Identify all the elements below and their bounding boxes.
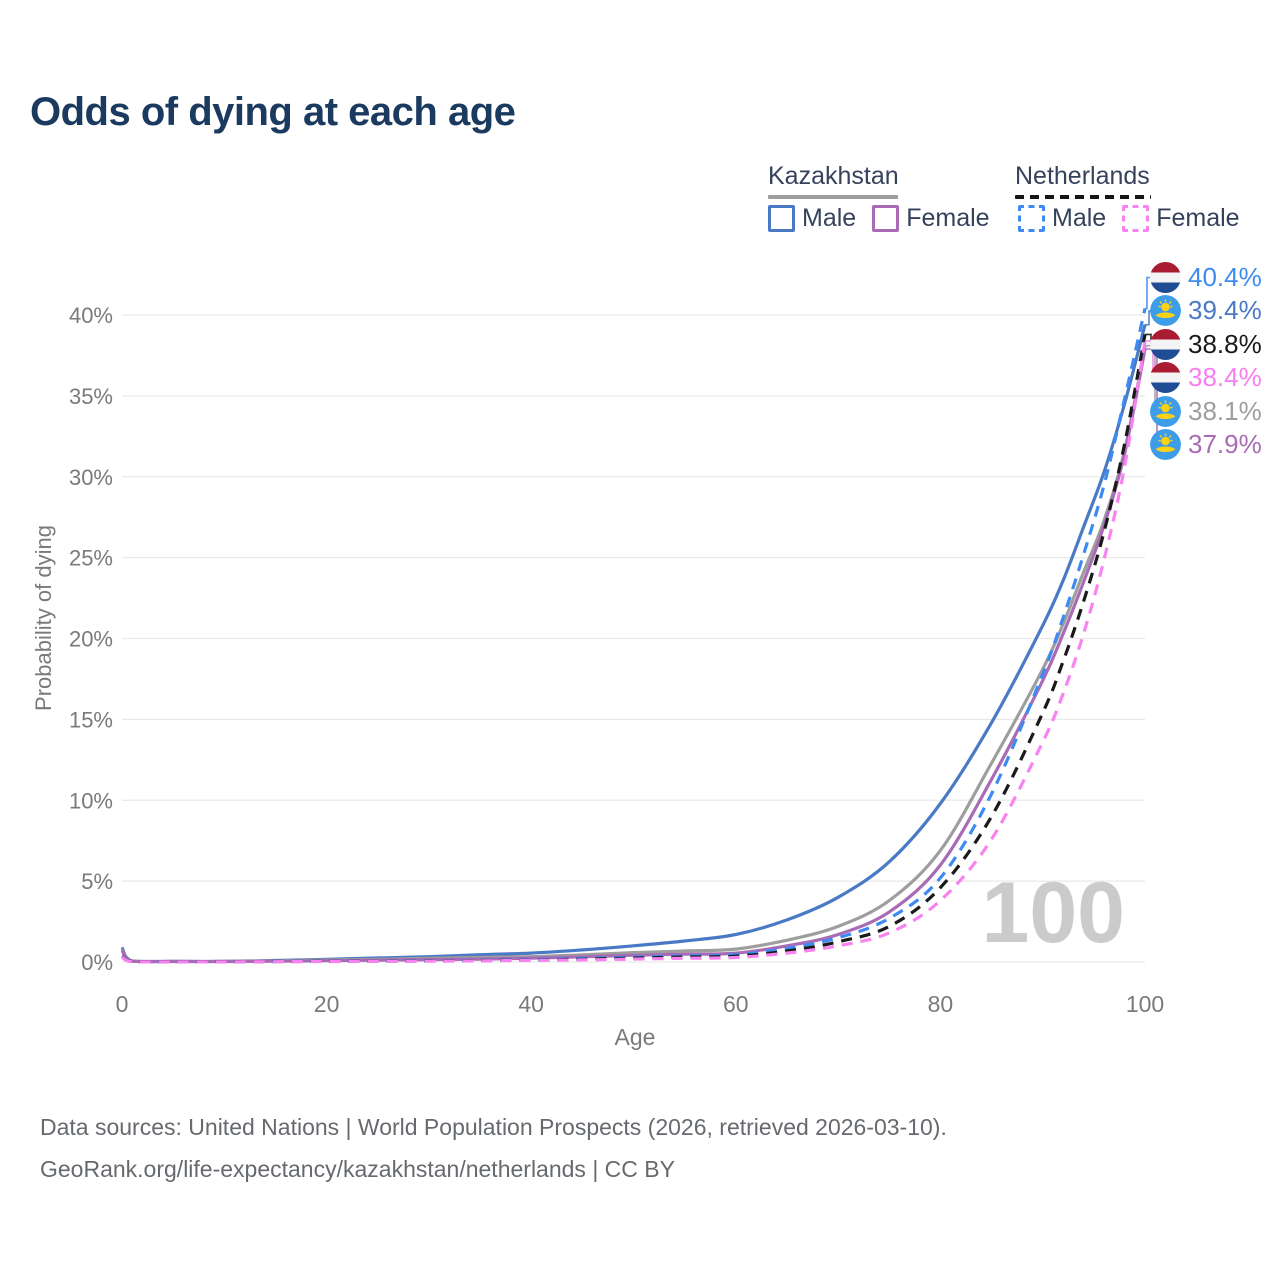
footer: Data sources: United Nations | World Pop… — [40, 1106, 947, 1190]
end-value-text: 37.9% — [1188, 429, 1262, 459]
y-tick-label: 5% — [81, 869, 113, 894]
kazakhstan-male-swatch-icon — [768, 205, 795, 232]
x-tick-label: 80 — [928, 991, 954, 1017]
end-value-text: 38.8% — [1188, 328, 1262, 359]
y-tick-label: 35% — [69, 384, 113, 409]
end-value-text: 38.1% — [1188, 395, 1262, 426]
series-line-nl-female — [121, 340, 1147, 964]
end-value-row-kz-both: 38.1% — [1150, 395, 1262, 427]
end-value-row-nl-both: 38.8% — [1150, 328, 1262, 360]
y-tick-label: 10% — [69, 788, 113, 813]
end-value-row-kz-male: 39.4% — [1150, 295, 1262, 327]
attribution-line: GeoRank.org/life-expectancy/kazakhstan/n… — [40, 1156, 675, 1182]
netherlands-female-swatch-icon — [1122, 205, 1150, 232]
netherlands-flag-icon — [1150, 362, 1181, 394]
legend-item-kazakhstan-female[interactable]: Female — [872, 204, 990, 233]
legend-item-label: Male — [1052, 204, 1107, 232]
legend-group-netherlands: Netherlands — [1015, 162, 1151, 199]
legend-item-label: Female — [1156, 204, 1240, 232]
series-line-nl-male — [121, 308, 1147, 964]
y-tick-label: 25% — [69, 546, 113, 571]
legend-item-label: Female — [906, 204, 990, 232]
legend-group-kazakhstan: Kazakhstan — [768, 162, 899, 199]
netherlands-flag-icon — [1150, 262, 1181, 293]
netherlands-male-swatch-icon — [1018, 205, 1045, 232]
legend-item-netherlands-male[interactable]: Male — [1018, 204, 1106, 233]
legend-header-netherlands: Netherlands — [1015, 162, 1150, 190]
x-tick-label: 60 — [723, 991, 749, 1017]
kazakhstan-flag-icon — [1150, 395, 1181, 427]
netherlands-line-style-sample — [1015, 195, 1151, 199]
y-axis-title: Probability of dying — [31, 525, 56, 711]
y-tick-label: 20% — [69, 627, 113, 652]
y-tick-label: 30% — [69, 465, 113, 490]
kazakhstan-line-style-sample — [768, 195, 898, 199]
y-tick-label: 0% — [81, 950, 113, 975]
end-value-row-nl-male: 40.4% — [1150, 262, 1262, 294]
end-value-row-kz-female: 37.9% — [1150, 429, 1262, 461]
age-counter-watermark: 100 — [981, 865, 1126, 961]
end-value-text: 38.4% — [1188, 362, 1262, 393]
legend-item-netherlands-female[interactable]: Female — [1122, 204, 1240, 233]
x-tick-label: 100 — [1126, 991, 1164, 1017]
y-tick-label: 40% — [69, 303, 113, 328]
kazakhstan-flag-icon — [1150, 295, 1181, 327]
netherlands-flag-icon — [1150, 328, 1181, 360]
y-tick-label: 15% — [69, 707, 113, 732]
end-value-text: 39.4% — [1188, 295, 1262, 326]
end-value-text: 40.4% — [1188, 262, 1262, 292]
page-title: Odds of dying at each age — [30, 90, 516, 134]
legend-header-kazakhstan: Kazakhstan — [768, 162, 899, 190]
legend-item-kazakhstan-male[interactable]: Male — [768, 204, 856, 233]
kazakhstan-female-swatch-icon — [872, 205, 900, 232]
end-value-row-nl-female: 38.4% — [1150, 362, 1262, 394]
legend-item-label: Male — [802, 204, 857, 232]
data-sources-line: Data sources: United Nations | World Pop… — [40, 1114, 947, 1140]
x-axis-title: Age — [614, 1024, 656, 1050]
legend-items-kazakhstan: Male Female — [768, 204, 990, 233]
x-tick-label: 20 — [314, 991, 340, 1017]
x-tick-label: 0 — [116, 991, 129, 1017]
kazakhstan-flag-icon — [1150, 429, 1181, 460]
x-tick-label: 40 — [518, 991, 544, 1017]
legend-items-netherlands: Male Female — [1018, 204, 1240, 233]
